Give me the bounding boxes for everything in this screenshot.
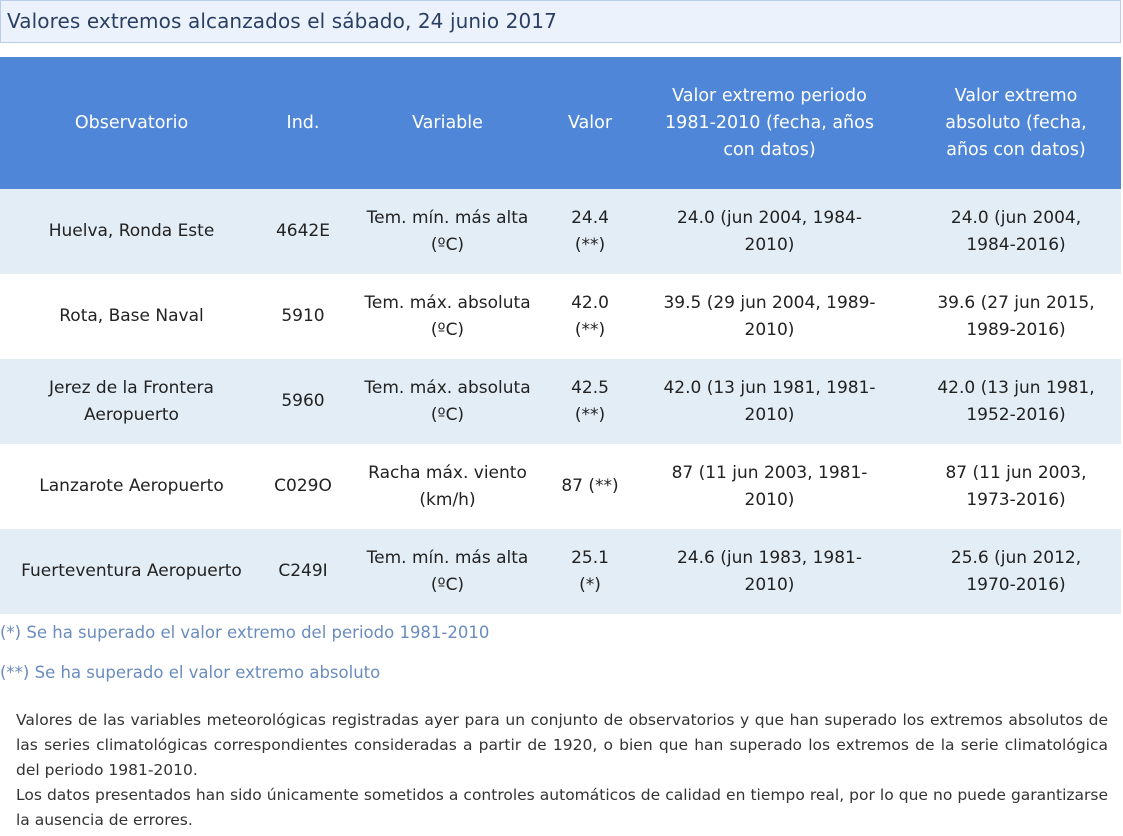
page-title: Valores extremos alcanzados el sábado, 2… (7, 9, 557, 33)
cell-ind: C249I (263, 529, 343, 614)
header-ind: Ind. (263, 57, 343, 189)
cell-valor: 24.4 (**) (552, 189, 628, 274)
cell-ind: 4642E (263, 189, 343, 274)
cell-periodo: 87 (11 jun 2003, 1981-2010) (628, 444, 911, 529)
header-observatorio: Observatorio (0, 57, 263, 189)
info-text: Valores de las variables meteorológicas … (16, 708, 1108, 833)
header-valor-extremo-absoluto: Valor extremo absoluto (fecha, años con … (911, 57, 1121, 189)
cell-ind: 5910 (263, 274, 343, 359)
table-row: Fuerteventura Aeropuerto C249I Tem. mín.… (0, 529, 1121, 614)
cell-ind: 5960 (263, 359, 343, 444)
cell-variable: Tem. mín. más alta (ºC) (343, 189, 552, 274)
table-row: Jerez de la Frontera Aeropuerto 5960 Tem… (0, 359, 1121, 444)
cell-observatorio: Rota, Base Naval (0, 274, 263, 359)
footnote-periodo: (*) Se ha superado el valor extremo del … (0, 623, 490, 642)
cell-valor: 25.1 (*) (552, 529, 628, 614)
cell-periodo: 24.0 (jun 2004, 1984-2010) (628, 189, 911, 274)
cell-observatorio: Huelva, Ronda Este (0, 189, 263, 274)
cell-variable: Tem. mín. más alta (ºC) (343, 529, 552, 614)
cell-valor: 87 (**) (552, 444, 628, 529)
table-row: Lanzarote Aeropuerto C029O Racha máx. vi… (0, 444, 1121, 529)
header-variable: Variable (343, 57, 552, 189)
info-paragraph-description: Valores de las variables meteorológicas … (16, 711, 1108, 779)
cell-ind: C029O (263, 444, 343, 529)
cell-variable: Tem. máx. absoluta (ºC) (343, 359, 552, 444)
cell-observatorio: Jerez de la Frontera Aeropuerto (0, 359, 263, 444)
cell-periodo: 39.5 (29 jun 2004, 1989-2010) (628, 274, 911, 359)
cell-periodo: 24.6 (jun 1983, 1981-2010) (628, 529, 911, 614)
extremes-table: Observatorio Ind. Variable Valor Valor e… (0, 57, 1121, 614)
header-valor: Valor (552, 57, 628, 189)
cell-absoluto: 42.0 (13 jun 1981, 1952-2016) (911, 359, 1121, 444)
footnote-absoluto: (**) Se ha superado el valor extremo abs… (0, 663, 381, 682)
info-paragraph-disclaimer: Los datos presentados han sido únicament… (16, 786, 1108, 829)
cell-variable: Tem. máx. absoluta (ºC) (343, 274, 552, 359)
cell-absoluto: 39.6 (27 jun 2015, 1989-2016) (911, 274, 1121, 359)
table-row: Huelva, Ronda Este 4642E Tem. mín. más a… (0, 189, 1121, 274)
cell-absoluto: 25.6 (jun 2012, 1970-2016) (911, 529, 1121, 614)
cell-periodo: 42.0 (13 jun 1981, 1981-2010) (628, 359, 911, 444)
title-bar: Valores extremos alcanzados el sábado, 2… (0, 0, 1121, 43)
cell-observatorio: Lanzarote Aeropuerto (0, 444, 263, 529)
header-valor-extremo-periodo: Valor extremo periodo 1981-2010 (fecha, … (628, 57, 911, 189)
cell-variable: Racha máx. viento (km/h) (343, 444, 552, 529)
cell-valor: 42.0 (**) (552, 274, 628, 359)
table-header-row: Observatorio Ind. Variable Valor Valor e… (0, 57, 1121, 189)
cell-absoluto: 24.0 (jun 2004, 1984-2016) (911, 189, 1121, 274)
table-row: Rota, Base Naval 5910 Tem. máx. absoluta… (0, 274, 1121, 359)
cell-observatorio: Fuerteventura Aeropuerto (0, 529, 263, 614)
cell-absoluto: 87 (11 jun 2003, 1973-2016) (911, 444, 1121, 529)
cell-valor: 42.5 (**) (552, 359, 628, 444)
